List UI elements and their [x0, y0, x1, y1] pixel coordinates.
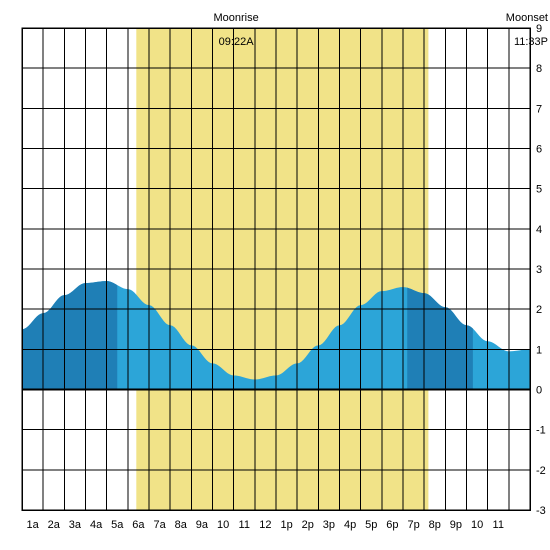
- x-tick-label: 3a: [69, 519, 82, 531]
- y-tick-label: -1: [536, 425, 546, 437]
- x-tick-label: 2p: [302, 519, 314, 531]
- x-tick-label: 2a: [48, 519, 61, 531]
- y-tick-label: 0: [536, 385, 542, 397]
- x-tick-label: 7a: [153, 519, 166, 531]
- x-tick-label: 11: [493, 519, 504, 531]
- x-tick-label: 5p: [365, 519, 377, 531]
- x-tick-label: 12: [259, 519, 271, 531]
- tide-chart: Moonrise 09:22A Moonset 11:33P -3-2-1012…: [0, 0, 550, 550]
- moonset-title: Moonset: [506, 12, 548, 24]
- x-tick-label: 11: [239, 519, 250, 531]
- x-tick-label: 5a: [111, 519, 124, 531]
- y-tick-label: 3: [536, 264, 542, 276]
- x-tick-label: 8p: [429, 519, 441, 531]
- x-tick-label: 10: [471, 519, 483, 531]
- moonset-label: Moonset 11:33P: [488, 0, 548, 60]
- x-tick-label: 1a: [26, 519, 39, 531]
- x-tick-label: 8a: [175, 519, 188, 531]
- x-tick-label: 6a: [132, 519, 145, 531]
- x-tick-label: 7p: [407, 519, 419, 531]
- moonrise-label: Moonrise 09:22A: [190, 0, 270, 60]
- x-tick-label: 4a: [90, 519, 103, 531]
- x-tick-label: 9p: [450, 519, 462, 531]
- chart-svg: -3-2-101234567891a2a3a4a5a6a7a8a9a101112…: [0, 0, 550, 550]
- y-tick-label: 4: [536, 224, 542, 236]
- moonset-time: 11:33P: [514, 36, 548, 48]
- y-tick-label: -3: [536, 505, 546, 517]
- x-tick-label: 1p: [280, 519, 292, 531]
- x-tick-label: 9a: [196, 519, 209, 531]
- y-tick-label: 7: [536, 103, 542, 115]
- x-tick-label: 4p: [344, 519, 356, 531]
- x-tick-label: 6p: [386, 519, 398, 531]
- moonrise-title: Moonrise: [213, 12, 258, 24]
- x-tick-label: 3p: [323, 519, 335, 531]
- y-tick-label: 6: [536, 144, 542, 156]
- y-tick-label: 1: [536, 344, 542, 356]
- y-tick-label: -2: [536, 465, 546, 477]
- y-tick-label: 8: [536, 63, 542, 75]
- y-tick-label: 5: [536, 184, 542, 196]
- y-tick-label: 2: [536, 304, 542, 316]
- x-tick-label: 10: [217, 519, 229, 531]
- moonrise-time: 09:22A: [219, 36, 254, 48]
